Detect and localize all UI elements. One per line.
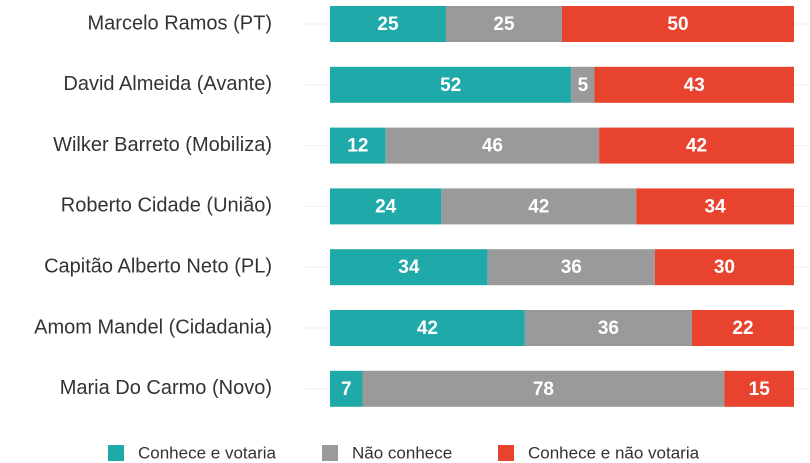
bar-segment — [571, 66, 595, 103]
value-label: 30 — [714, 257, 735, 278]
bar-segment — [330, 127, 386, 164]
category-label: Marcelo Ramos (PT) — [88, 12, 272, 34]
value-label: 52 — [440, 75, 461, 96]
legend-label: Não conhece — [352, 443, 452, 462]
bar-segment — [691, 310, 794, 346]
category-label: Capitão Alberto Neto (PL) — [44, 255, 272, 277]
category-label: Roberto Cidade (União) — [61, 195, 272, 217]
value-label: 42 — [417, 318, 438, 339]
value-label: 15 — [749, 379, 771, 400]
value-label: 43 — [684, 75, 705, 96]
value-label: 7 — [341, 379, 352, 400]
legend-label: Conhece e não votaria — [528, 443, 700, 462]
category-label: Wilker Barreto (Mobiliza) — [53, 134, 272, 156]
value-label: 46 — [482, 136, 503, 157]
bar-segment — [524, 310, 692, 346]
value-label: 25 — [377, 14, 399, 35]
value-label: 36 — [561, 257, 582, 278]
bar-segment — [724, 370, 794, 407]
bar-segment — [654, 249, 794, 286]
value-label: 50 — [667, 14, 688, 35]
value-label: 36 — [598, 318, 619, 339]
value-label: 34 — [398, 257, 420, 278]
bar-segment — [599, 127, 794, 164]
bar-segment — [446, 6, 562, 42]
legend-swatch — [498, 445, 514, 461]
bar-segment — [594, 66, 794, 103]
bar-segment — [385, 127, 600, 164]
value-label: 42 — [686, 136, 707, 157]
category-label: Amom Mandel (Cidadania) — [34, 316, 272, 338]
category-label: David Almeida (Avante) — [63, 73, 272, 95]
value-label: 5 — [578, 75, 589, 96]
legend-swatch — [322, 445, 338, 461]
value-label: 78 — [533, 379, 554, 400]
value-label: 34 — [705, 196, 727, 217]
bar-segment — [330, 188, 442, 225]
bar-segment — [330, 6, 446, 42]
bar-segment — [487, 249, 655, 286]
value-label: 12 — [347, 136, 368, 157]
value-label: 22 — [732, 318, 753, 339]
bar-segment — [562, 6, 794, 42]
value-label: 25 — [493, 14, 515, 35]
bar-segment — [330, 66, 572, 103]
bar-segment — [636, 188, 794, 225]
legend-label: Conhece e votaria — [138, 443, 277, 462]
bar-segment — [330, 370, 363, 407]
legend-swatch — [108, 445, 124, 461]
value-label: 24 — [375, 196, 397, 217]
bar-segment — [362, 370, 725, 407]
bar-segment — [330, 310, 525, 346]
category-label: Maria Do Carmo (Novo) — [60, 377, 272, 399]
bar-segment — [330, 249, 488, 286]
value-label: 42 — [528, 196, 549, 217]
bar-segment — [441, 188, 637, 225]
